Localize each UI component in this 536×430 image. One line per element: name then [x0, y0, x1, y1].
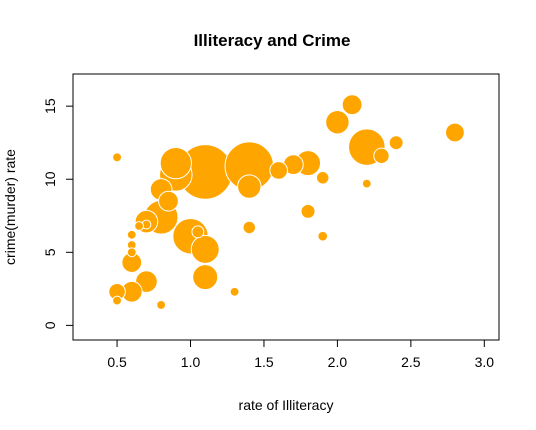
y-axis-label: crime(murder) rate: [2, 149, 18, 265]
x-tick-label: 0.5: [107, 354, 127, 370]
y-tick-label: 15: [42, 98, 58, 114]
data-point: [300, 203, 316, 219]
data-point: [112, 152, 122, 163]
data-point: [159, 147, 192, 180]
y-tick-label: 0: [42, 321, 58, 329]
data-point: [229, 286, 240, 297]
x-axis: 0.5 1.0 1.5 2.0 2.5 3.0: [107, 339, 495, 370]
data-point: [158, 190, 179, 212]
data-point: [315, 171, 330, 185]
points-layer: [108, 94, 465, 310]
data-point: [191, 225, 205, 239]
data-point: [126, 247, 137, 258]
x-tick-label: 1.5: [254, 354, 274, 370]
x-tick-label: 2.5: [401, 354, 421, 370]
data-point: [190, 234, 220, 264]
data-point: [192, 264, 219, 291]
data-point: [373, 147, 390, 165]
data-point: [361, 178, 372, 189]
x-tick-label: 2.0: [328, 354, 348, 370]
data-point: [445, 122, 465, 143]
data-point: [134, 221, 145, 231]
data-point: [156, 299, 167, 310]
data-point: [237, 174, 262, 199]
y-tick-label: 5: [42, 248, 58, 256]
y-axis: 0 5 10 15: [42, 98, 74, 329]
data-point: [112, 295, 122, 306]
chart-title: Illiteracy and Crime: [194, 31, 351, 50]
data-point: [126, 229, 137, 240]
y-tick-label: 10: [42, 171, 58, 187]
data-point: [317, 230, 329, 242]
data-point: [341, 94, 363, 116]
data-point: [388, 135, 404, 151]
data-point: [242, 220, 257, 235]
data-point: [325, 110, 350, 135]
x-tick-label: 3.0: [475, 354, 495, 370]
x-tick-label: 1.0: [181, 354, 201, 370]
data-point: [269, 161, 289, 180]
x-axis-label: rate of Illiteracy: [239, 397, 334, 413]
